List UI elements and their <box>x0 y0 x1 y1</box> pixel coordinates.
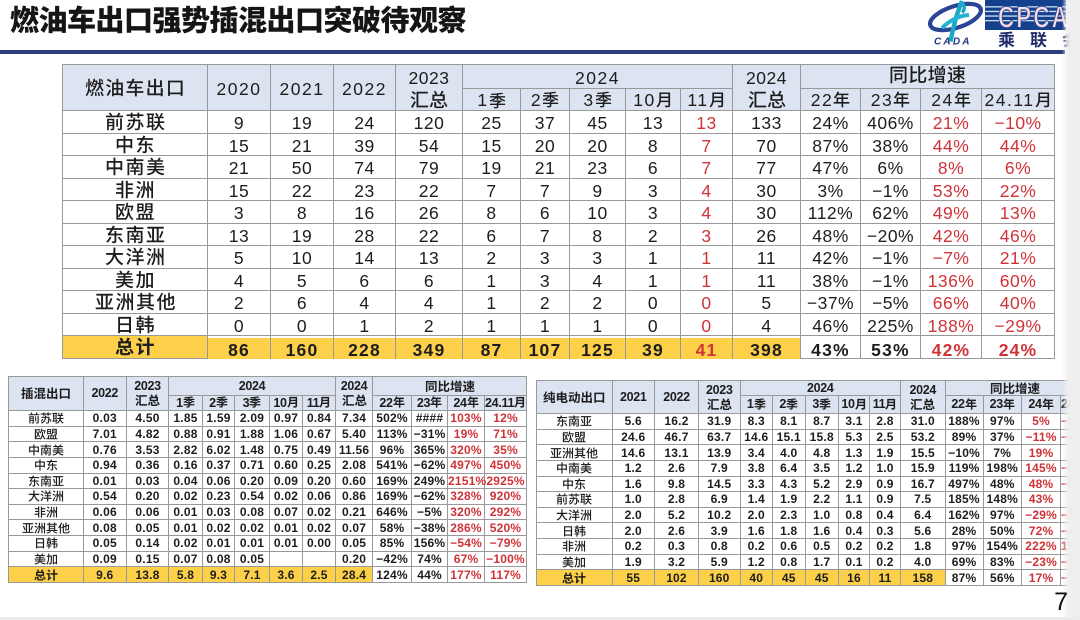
svg-text:CADA: CADA <box>934 37 972 48</box>
svg-text:CPCA: CPCA <box>998 0 1066 34</box>
